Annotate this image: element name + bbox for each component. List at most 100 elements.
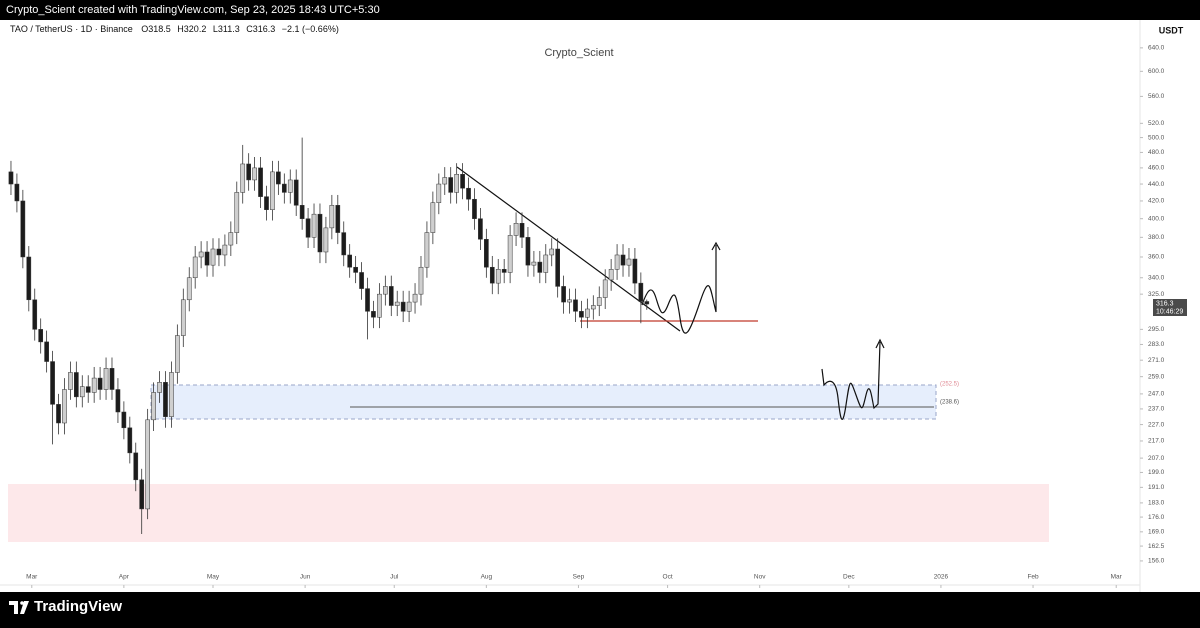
- candle-body: [305, 218, 311, 238]
- candle-body: [644, 301, 650, 305]
- candle-body: [638, 282, 644, 302]
- candle-body: [525, 237, 531, 266]
- candle-body: [157, 382, 162, 393]
- y-tick-label: 340.0: [1148, 274, 1165, 281]
- x-tick-label: Feb: [1027, 574, 1039, 581]
- legend-value: 318.5: [148, 24, 171, 34]
- candle-body: [436, 183, 442, 203]
- y-tick-label: 325.0: [1148, 291, 1165, 298]
- projection-path: [821, 341, 881, 420]
- symbol: TAO / TetherUS · 1D · Binance: [10, 24, 133, 34]
- candle-body: [85, 386, 91, 393]
- candle-body: [590, 305, 596, 310]
- candles: [8, 137, 650, 534]
- candle-body: [561, 286, 566, 303]
- support-zone: [150, 384, 937, 420]
- candle-body: [602, 279, 608, 298]
- y-tick-label: 271.0: [1148, 357, 1165, 364]
- x-tick-label: May: [207, 574, 220, 581]
- candle-body: [341, 232, 347, 256]
- x-tick-label: Nov: [754, 574, 766, 581]
- candle-body: [400, 301, 406, 312]
- candle-body: [347, 254, 353, 268]
- y-tick-label: 247.0: [1148, 391, 1165, 398]
- candle-body: [537, 261, 543, 273]
- price-label-box: [1153, 299, 1187, 316]
- legend-value: 316.3: [253, 24, 276, 34]
- candle-body: [79, 386, 85, 398]
- candle-body: [20, 200, 26, 258]
- candle-body: [489, 266, 495, 284]
- candle-body: [519, 223, 525, 238]
- candle-body: [44, 341, 49, 362]
- candle-body: [222, 244, 228, 256]
- candle-body: [109, 368, 115, 390]
- legend-value: 320.2: [184, 24, 207, 34]
- y-tick-label: 227.0: [1148, 421, 1165, 428]
- candle-body: [484, 239, 489, 268]
- candle-body: [543, 254, 549, 273]
- y-tick-label: 500.0: [1148, 134, 1165, 141]
- candle-body: [311, 213, 317, 238]
- y-tick-label: 460.0: [1148, 165, 1165, 172]
- footer-logo: [9, 601, 29, 614]
- legend-key: C: [246, 24, 253, 34]
- candle-body: [596, 297, 602, 306]
- candle-body: [163, 382, 168, 417]
- logo-dot: [20, 601, 24, 605]
- candle-body: [56, 404, 61, 424]
- candle-body: [501, 269, 507, 273]
- arrow-head: [875, 338, 885, 349]
- candle-body: [585, 308, 590, 318]
- legend-key: L: [213, 24, 218, 34]
- y-tick-label: 560.0: [1148, 93, 1165, 100]
- x-tick-label: Oct: [663, 574, 673, 581]
- candle-body: [228, 232, 234, 246]
- candle-body: [115, 389, 121, 413]
- candle-body: [383, 286, 388, 295]
- candle-body: [478, 218, 483, 240]
- legend-key: H: [177, 24, 184, 34]
- x-tick-label: Mar: [1111, 574, 1123, 581]
- currency-label: USDT: [1159, 25, 1184, 35]
- candle-body: [472, 198, 477, 219]
- candle-body: [406, 301, 412, 312]
- x-tick-label: Sep: [573, 574, 585, 581]
- legend-change: −2.1 (−0.66%): [282, 24, 339, 34]
- x-tick-label: Mar: [26, 574, 38, 581]
- header-text: Crypto_Scient created with TradingView.c…: [6, 4, 380, 16]
- y-tick-label: 480.0: [1148, 149, 1165, 156]
- candle-body: [26, 256, 32, 301]
- y-tick-label: 420.0: [1148, 198, 1165, 205]
- x-tick-label: Jun: [300, 574, 311, 581]
- candle-body: [192, 256, 198, 279]
- candle-body: [180, 299, 186, 336]
- candle-body: [139, 479, 145, 510]
- axes: 640.0 600.0 560.0 520.0 500.0 480.0 460.0 440.0…: [26, 45, 1165, 588]
- watermark: Crypto_Scient: [544, 47, 613, 59]
- candle-body: [121, 411, 127, 429]
- demand-zone: [8, 484, 1049, 542]
- candle-body: [549, 248, 555, 256]
- y-tick-label: 520.0: [1148, 120, 1165, 127]
- candle-body: [614, 254, 620, 270]
- candle-body: [430, 202, 436, 233]
- projection-path: [641, 245, 717, 334]
- candle-body: [38, 329, 44, 343]
- candle-body: [359, 272, 364, 289]
- candle-body: [276, 171, 281, 185]
- candle-body: [335, 205, 341, 233]
- candle-body: [626, 258, 632, 266]
- candle-body: [287, 179, 293, 193]
- legend: TAO / TetherUS · 1D · Binance O318.5 H32…: [10, 24, 339, 34]
- candle-body: [466, 187, 471, 200]
- y-tick-label: 176.0: [1148, 514, 1165, 521]
- y-tick-label: 640.0: [1148, 45, 1165, 52]
- y-tick-label: 199.0: [1148, 469, 1165, 476]
- candle-body: [91, 377, 97, 393]
- candle-body: [14, 183, 20, 202]
- y-tick-label: 283.0: [1148, 341, 1165, 348]
- candle-body: [495, 269, 501, 284]
- y-tick-label: 191.0: [1148, 484, 1165, 491]
- candle-body: [442, 177, 448, 185]
